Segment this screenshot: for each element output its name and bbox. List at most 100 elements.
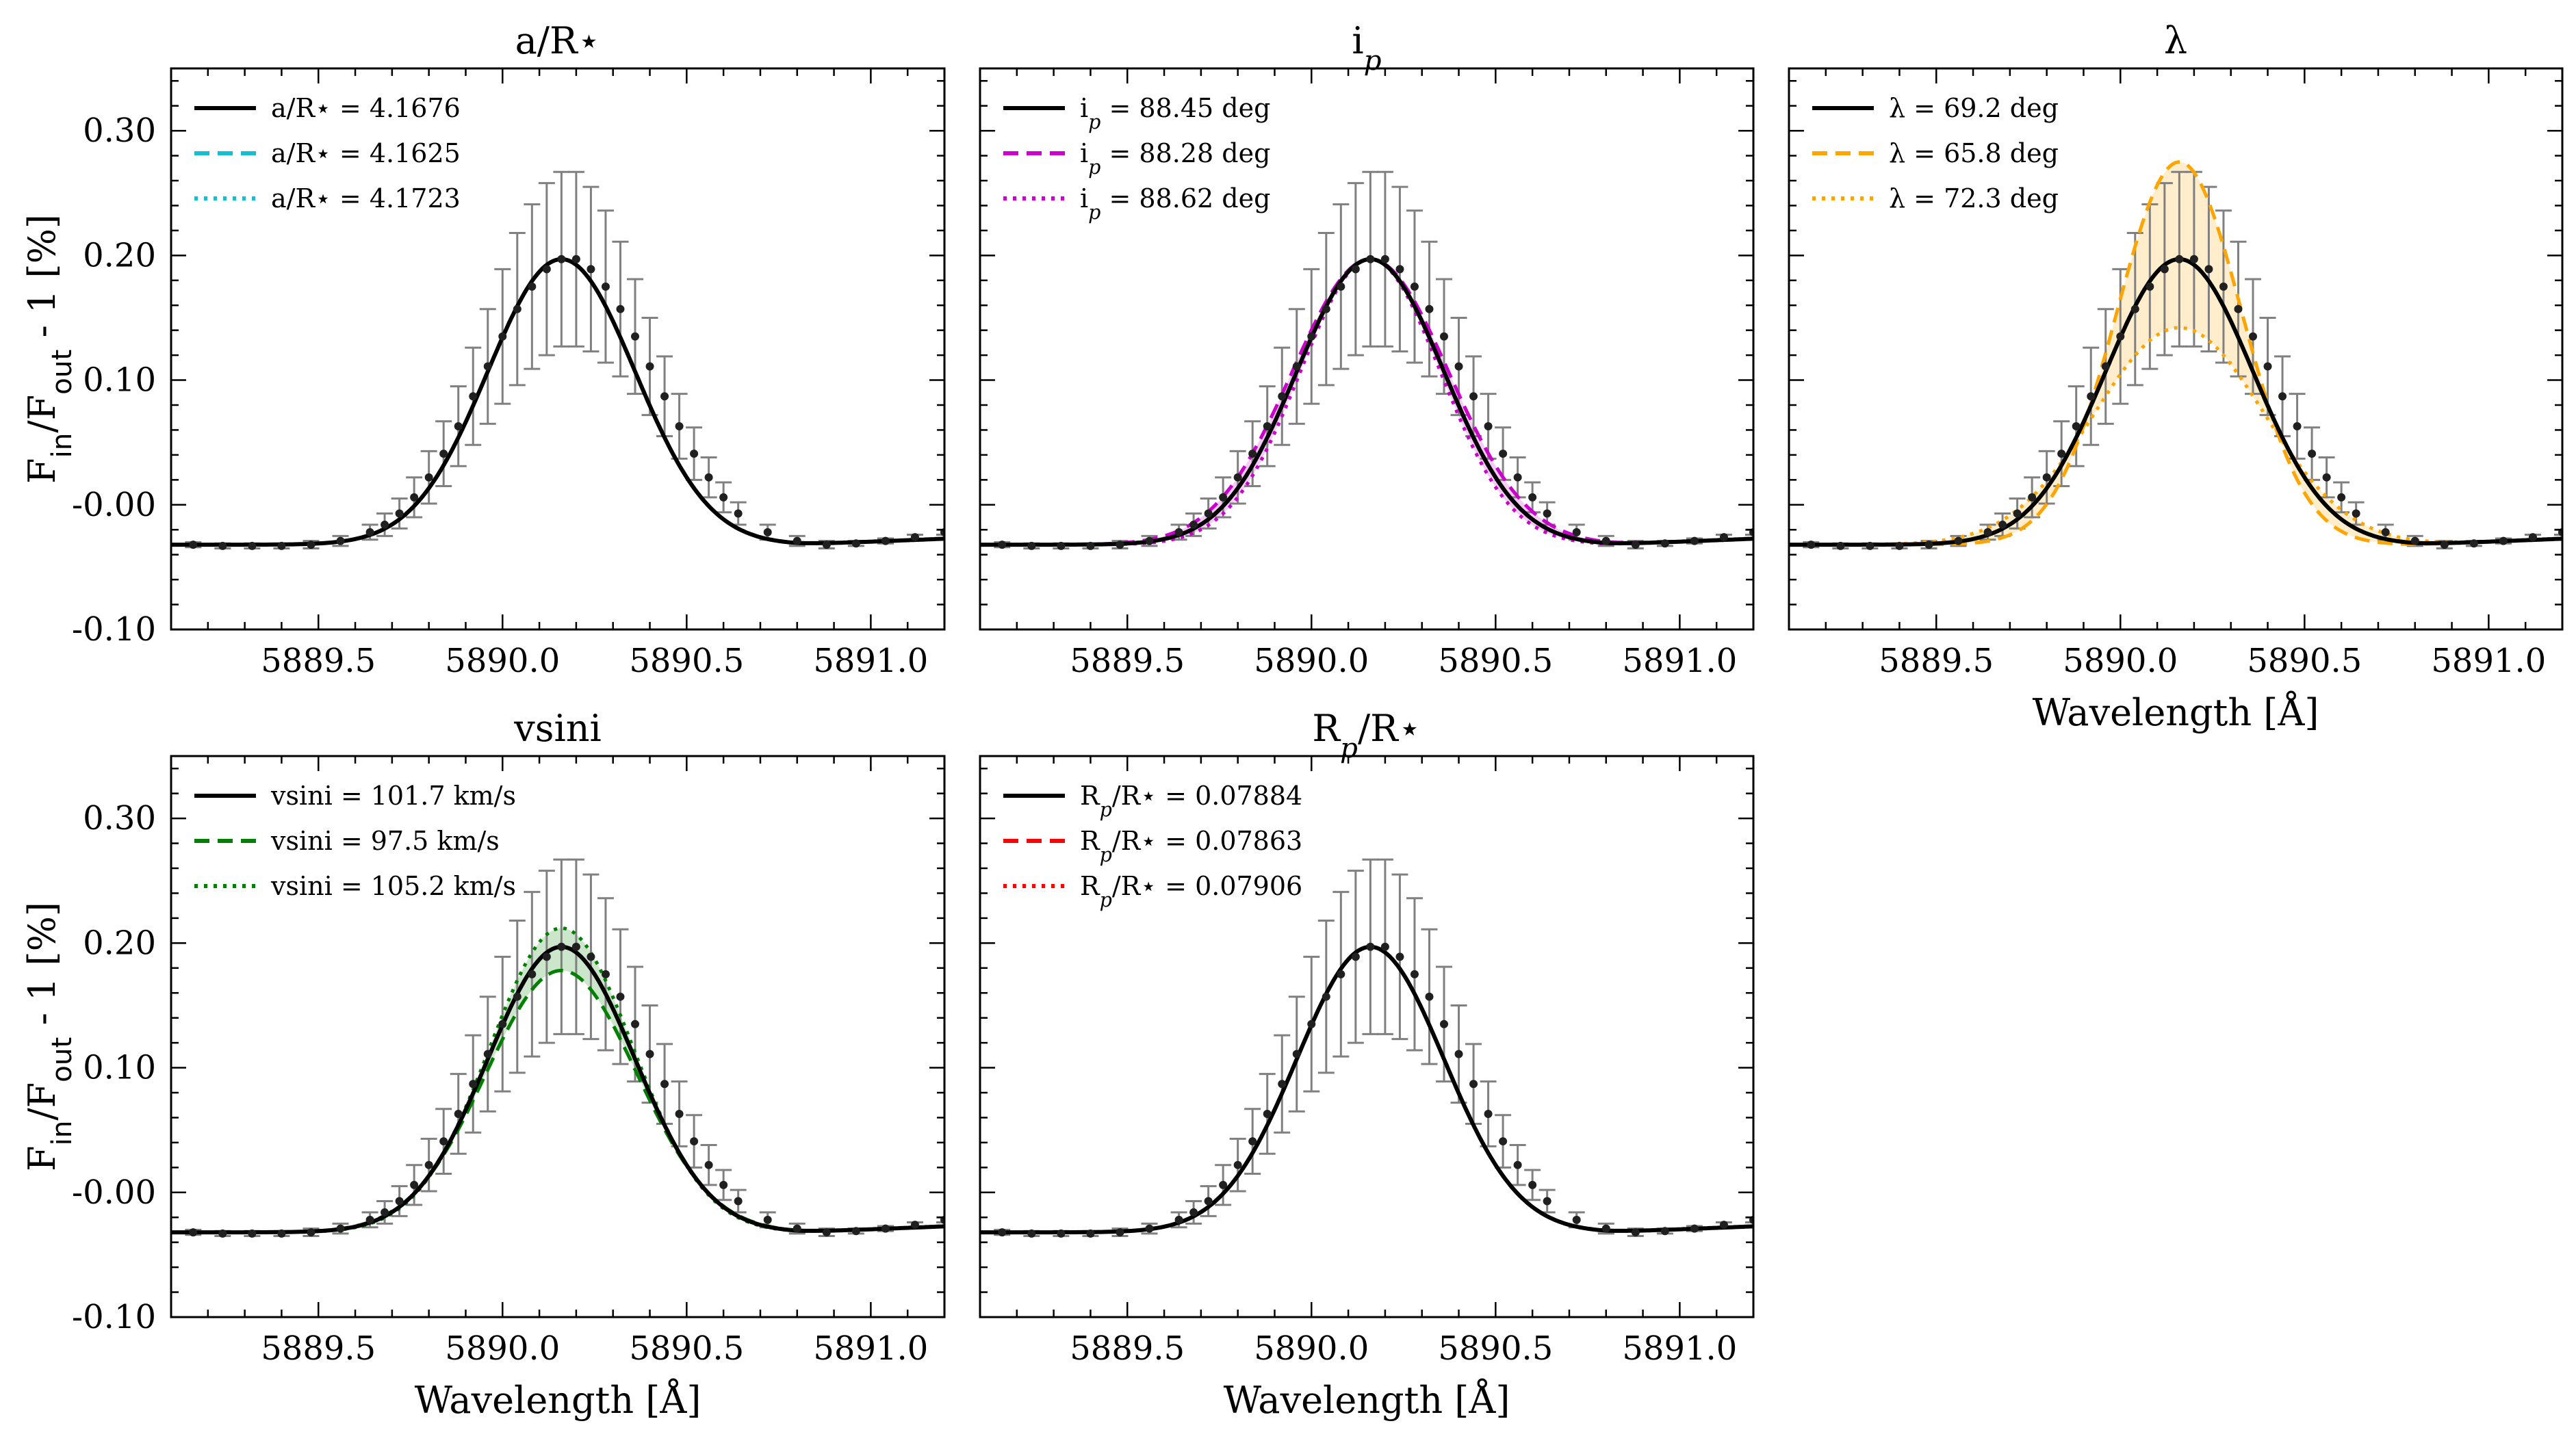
data-point (1263, 1109, 1272, 1118)
data-point (1145, 536, 1154, 545)
legend: a/R⋆ = 4.1676 a/R⋆ = 4.1625 a/R⋆ = 4.1723 (194, 93, 461, 213)
data-point (2057, 450, 2066, 458)
data-point (498, 332, 507, 341)
x-tick-label: 5890.0 (2063, 642, 2178, 680)
data-point (1513, 473, 1522, 482)
data-point (1057, 541, 1066, 550)
legend-label: vsini = 97.5 km/s (270, 826, 500, 856)
data-point (1513, 1160, 1522, 1169)
data-point (1086, 1229, 1095, 1238)
data-point (1895, 541, 1904, 550)
legend-label: λ = 65.8 deg (1889, 138, 2059, 168)
data-point (542, 952, 551, 961)
panel-title: Rp/R⋆ (1312, 707, 1421, 764)
data-point (395, 509, 404, 518)
data-point (1469, 1080, 1478, 1089)
data-point (1366, 255, 1375, 263)
data-point (704, 473, 713, 482)
data-point (2204, 265, 2213, 274)
data-point (601, 282, 610, 291)
series-line-solid (980, 257, 1753, 547)
data-point (1145, 1224, 1154, 1233)
data-point (1337, 282, 1345, 291)
series-line-dashed (171, 969, 944, 1234)
data-point (528, 970, 537, 978)
legend: Rp/R⋆ = 0.07884 Rp/R⋆ = 0.07863 Rp/R⋆ = 0.… (1003, 781, 1302, 911)
x-tick-label: 5890.0 (445, 1329, 560, 1368)
x-tick-label: 5890.5 (2247, 642, 2362, 680)
y-tick-label: -0.00 (72, 486, 156, 524)
data-point (763, 1215, 772, 1224)
data-point (2410, 536, 2419, 545)
data-point (1866, 541, 1875, 550)
data-point (1204, 509, 1213, 518)
x-tick-label: 5891.0 (1622, 642, 1737, 680)
data-point (1307, 332, 1316, 341)
x-tick-label: 5890.5 (629, 1329, 744, 1368)
data-point (1528, 1180, 1537, 1189)
data-point (1322, 992, 1330, 1001)
panel-title: ip (1352, 19, 1381, 77)
data-point (218, 541, 227, 550)
data-point (1278, 1080, 1287, 1089)
x-axis-label: Wavelength [Å] (415, 1377, 701, 1422)
plot-area (171, 170, 944, 550)
data-point (881, 1224, 890, 1233)
x-tick-label: 5889.5 (261, 642, 376, 680)
data-point (381, 1208, 389, 1217)
y-tick-label: -0.10 (72, 1298, 156, 1336)
series-line-solid (980, 944, 1753, 1235)
data-point (2263, 362, 2272, 371)
data-point (1954, 536, 1963, 545)
series-line-dashed (980, 257, 1753, 547)
data-point (1174, 1215, 1183, 1224)
data-point (998, 1228, 1007, 1237)
data-point (660, 392, 669, 401)
x-axis-label: Wavelength [Å] (1224, 1377, 1510, 1422)
data-point (2440, 541, 2449, 549)
legend-label: vsini = 101.7 km/s (270, 781, 516, 811)
data-point (2469, 539, 2478, 548)
data-point (557, 255, 566, 263)
data-point (336, 536, 345, 545)
data-point (307, 541, 315, 549)
data-point (1690, 1224, 1699, 1233)
data-point (1219, 1180, 1228, 1189)
data-point (483, 362, 492, 371)
data-point (1322, 304, 1330, 313)
data-point (1807, 541, 1816, 549)
legend-label: ip = 88.62 deg (1080, 183, 1270, 224)
data-point (1380, 255, 1389, 263)
panel-5: 5889.5 5890.0 5890.5 5891.0 Wavelength [Å] Rp… (979, 707, 1755, 1422)
data-point (218, 1229, 227, 1238)
data-point (2146, 282, 2154, 291)
x-tick-label: 5890.5 (1438, 642, 1553, 680)
x-tick-label: 5891.0 (2431, 642, 2546, 680)
legend: vsini = 101.7 km/s vsini = 97.5 km/s vsini… (194, 781, 516, 901)
data-point (410, 493, 419, 502)
data-point (469, 392, 478, 401)
data-point (2042, 473, 2051, 482)
x-axis-label: Wavelength [Å] (2033, 690, 2319, 734)
panel-title: vsini (513, 707, 602, 750)
legend-label: a/R⋆ = 4.1723 (271, 183, 461, 213)
data-point (793, 536, 801, 545)
series-line-dotted (171, 926, 944, 1234)
data-point (2130, 304, 2139, 313)
data-point (1395, 265, 1404, 274)
data-point (822, 1228, 831, 1237)
data-point (1410, 282, 1419, 291)
data-point (1337, 970, 1345, 978)
data-point (763, 528, 772, 536)
x-tick-label: 5889.5 (261, 1329, 376, 1368)
uncertainty-band (1789, 161, 2562, 545)
data-point (1189, 1208, 1198, 1217)
data-point (719, 1180, 728, 1189)
x-tick-label: 5889.5 (1879, 642, 1994, 680)
y-tick-label: 0.20 (83, 236, 156, 274)
panel-2: 5889.5 5890.0 5890.5 5891.0 ip ip = 88.45 deg… (979, 19, 1755, 680)
data-point (822, 541, 831, 549)
data-point (542, 265, 551, 274)
data-point (2189, 255, 2198, 263)
